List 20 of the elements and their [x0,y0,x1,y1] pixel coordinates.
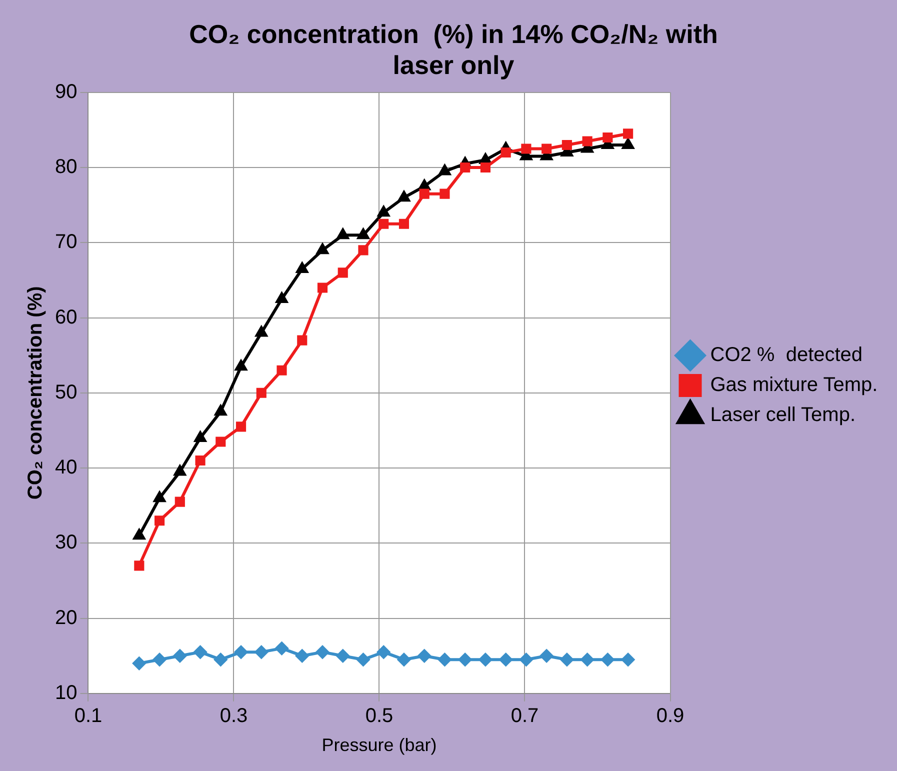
legend-label: Gas mixture Temp. [710,374,878,396]
x-tick-label: 0.3 [220,704,248,727]
y-tick-label: 80 [54,156,78,178]
y-tick-label: 60 [54,306,78,328]
y-tick-label: 10 [54,682,78,704]
x-tick-label: 0.9 [656,704,684,727]
x-tick-label: 0.1 [74,704,102,727]
y-tick-label: 20 [54,606,78,629]
x-tick-label: 0.7 [510,704,539,727]
y-tick-label: 50 [54,381,78,404]
y-tick-label: 90 [54,80,78,103]
x-axis-title: Pressure (bar) [322,735,437,756]
legend-label: CO2 % detected [710,344,863,366]
y-axis-title: CO₂ concentration (%) [24,286,47,500]
x-tick-label: 0.5 [365,704,394,727]
legend-label: Laser cell Temp. [710,404,856,426]
chart-title: CO₂ concentration (%) in 14% CO₂/N₂ with laser only [189,18,718,80]
y-tick-label: 40 [54,456,78,479]
y-tick-label: 30 [54,532,78,554]
y-tick-label: 70 [54,231,78,254]
